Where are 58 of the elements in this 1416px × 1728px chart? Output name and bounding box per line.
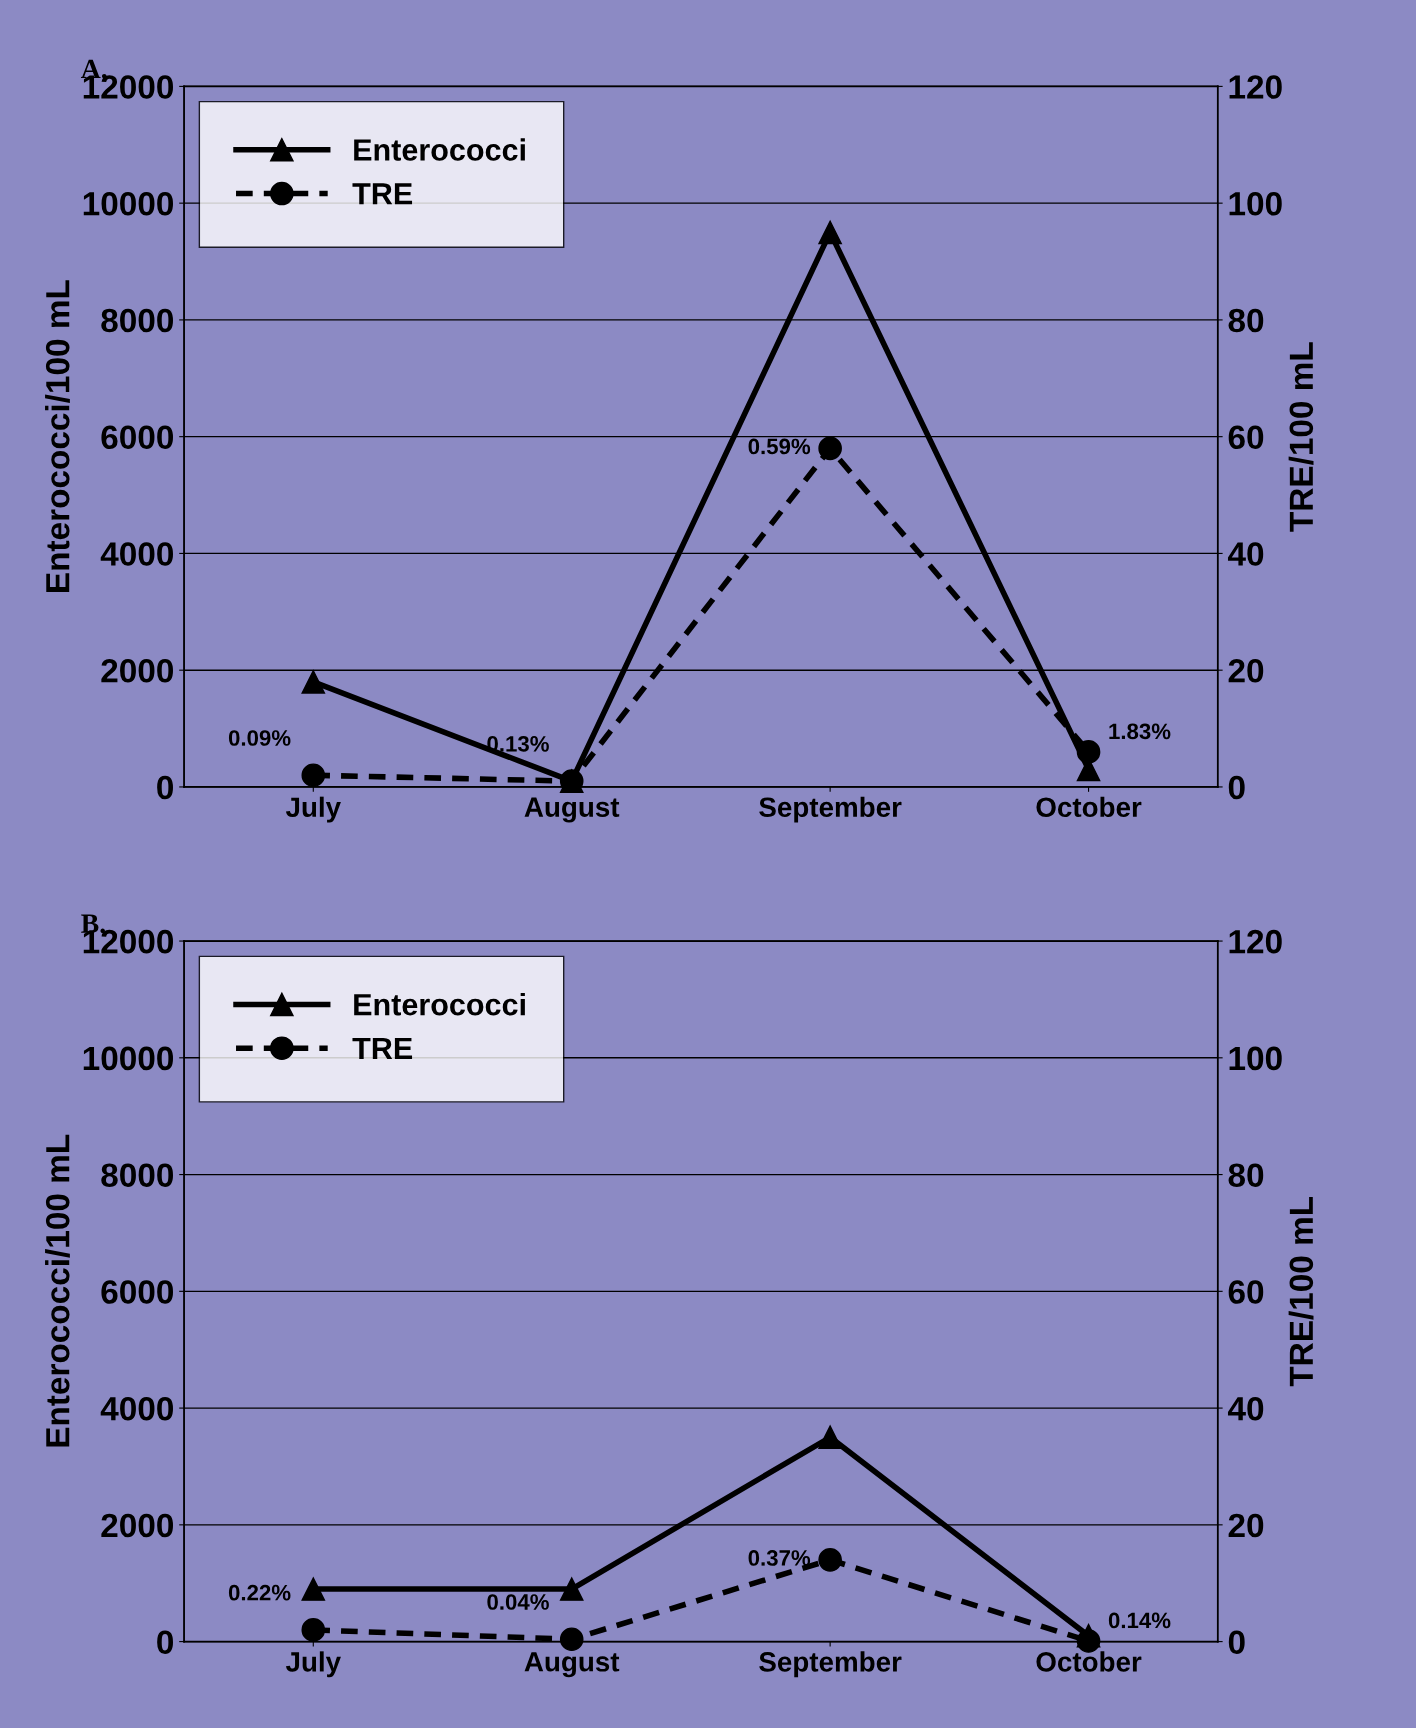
y-tick-label: 10000 [83,191,173,216]
point [818,220,842,245]
y2-tick-label: 60 [1228,1280,1264,1304]
y2-tick-label: 0 [1228,775,1245,800]
y2-tick-label: 40 [1227,1396,1264,1421]
y-tick-label: 10000 [83,1046,173,1071]
y-tick-label: 8000 [101,308,173,333]
y-tick-label: 4000 [100,542,173,566]
point [1076,740,1101,764]
y2-tick-label: 20 [1228,658,1264,683]
y-tick-label: 8000 [101,1163,173,1187]
y-tick-label: 0 [157,775,173,800]
legend-label: TRE [352,183,413,205]
y-tick-label: 6000 [101,425,173,450]
y2-tick-label: 120 [1229,75,1282,99]
legend-label: TRE [352,1037,413,1059]
annotation: 0.04% [487,1594,549,1610]
x-tick-label: October [1036,1651,1142,1672]
y2-tick-label: 20 [1228,1513,1264,1538]
point [301,763,326,788]
annotation: 0.09% [228,730,291,746]
y2-axis-title: TRE/100 mL [1288,342,1314,532]
x-tick-label: August [524,1652,620,1678]
y-axis-title: Enterococci/100 mL [45,280,70,592]
point [301,1618,326,1642]
point [818,436,842,461]
point [301,670,326,694]
x-tick-label: September [759,1651,902,1678]
y2-tick-label: 80 [1228,1163,1264,1187]
x-tick-label: July [285,1651,341,1678]
x-tick-label: August [524,797,620,823]
y-axis-title: Enterococci/100 mL [45,1134,70,1447]
y2-tick-label: 80 [1228,308,1264,333]
y-tick-label: 4000 [100,1396,173,1421]
y-tick-label: 6000 [101,1280,173,1304]
y2-axis-title: TRE/100 mL [1288,1196,1314,1387]
annotation: 0.37% [748,1550,811,1566]
y-tick-label: 2000 [101,658,173,683]
y2-tick-label: 60 [1228,425,1264,450]
y2-tick-label: 100 [1229,1046,1282,1071]
y-tick-label: 2000 [101,1513,173,1538]
y-tick-label: 0 [157,1630,173,1655]
y2-tick-label: 100 [1229,191,1282,216]
annotation: 0.22% [228,1584,291,1601]
point [818,1548,842,1572]
annotation: 0.59% [748,438,811,455]
y2-tick-label: 120 [1229,929,1282,954]
x-tick-label: July [285,796,341,823]
y2-tick-label: 40 [1227,542,1264,566]
legend-label: Enterococci [354,138,525,161]
point [1076,1629,1101,1653]
x-tick-label: September [759,796,902,823]
annotation: 1.83% [1109,723,1171,740]
legend-label: Enterococci [354,993,525,1016]
point [559,1627,584,1652]
annotation: 0.14% [1108,1612,1171,1629]
x-tick-label: October [1036,796,1142,818]
y2-tick-label: 0 [1228,1630,1245,1655]
